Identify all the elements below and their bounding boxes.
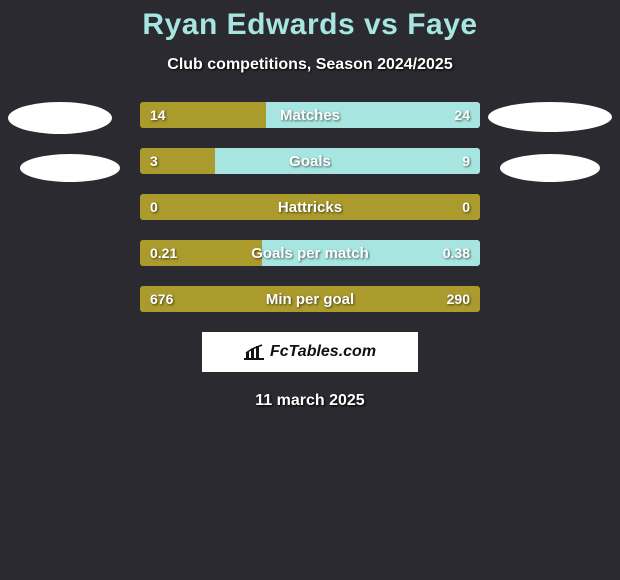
brand-text: FcTables.com [270,343,376,361]
subtitle: Club competitions, Season 2024/2025 [0,56,620,74]
stat-label: Matches [140,102,480,128]
stat-value-left: 0 [150,194,158,220]
brand-badge: FcTables.com [202,332,418,372]
stat-label: Hattricks [140,194,480,220]
stat-label: Min per goal [140,286,480,312]
page-title: Ryan Edwards vs Faye [0,0,620,42]
player-left-photo-2 [20,154,120,182]
stat-row: Goals per match0.21 0.38 [140,240,480,266]
stat-label: Goals [140,148,480,174]
stat-value-left: 676 [150,286,173,312]
stat-value-right: 24 [454,102,470,128]
stat-value-right: 9 [462,148,470,174]
stat-value-right: 0 [462,194,470,220]
player-left-photo-1 [8,102,112,134]
stat-value-right: 290 [447,286,470,312]
stat-row: Hattricks0 0 [140,194,480,220]
stat-row: Min per goal676 290 [140,286,480,312]
stat-row: Matches14 24 [140,102,480,128]
player-right-photo-1 [488,102,612,132]
comparison-stage: Matches14 24 Goals3 9 Hattricks0 0 Goals per m… [0,102,620,312]
player-right-photo-2 [500,154,600,182]
stat-bars: Matches14 24 Goals3 9 Hattricks0 0 Goals per m… [140,102,480,312]
title-text: Ryan Edwards vs Faye [142,8,477,41]
stat-value-left: 14 [150,102,166,128]
stat-value-left: 0.21 [150,240,177,266]
stat-row: Goals3 9 [140,148,480,174]
footer-date: 11 march 2025 [0,392,620,410]
stat-value-right: 0.38 [443,240,470,266]
stat-label: Goals per match [140,240,480,266]
brand-chart-icon [244,344,264,360]
stat-value-left: 3 [150,148,158,174]
